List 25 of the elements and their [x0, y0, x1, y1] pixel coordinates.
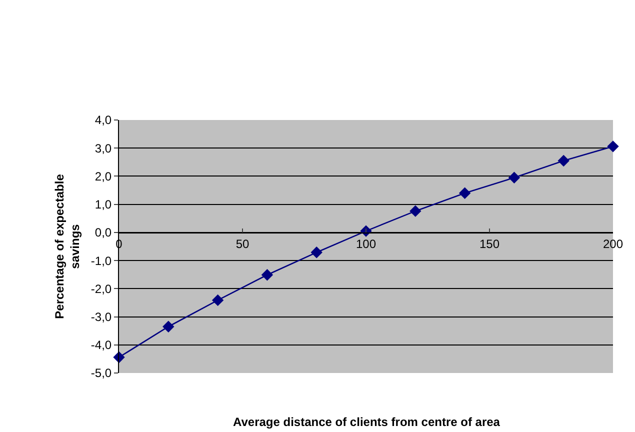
point [410, 205, 422, 217]
x-tick-label: 50 [236, 236, 250, 251]
x-axis-title: Average distance of clients from centre of area [233, 415, 500, 429]
point [458, 187, 471, 199]
y-tick-label: -2,0 [90, 282, 112, 296]
point [508, 172, 520, 184]
y-tick-label: 0,0 [94, 226, 112, 240]
y-axis-title: Percentage of expectable savings [52, 174, 82, 319]
y-tick-label: -3,0 [90, 310, 112, 324]
x-tick-label: 100 [356, 236, 376, 251]
y-tick-label: -1,0 [90, 254, 112, 268]
x-tick-label: 150 [479, 236, 500, 251]
y-tick-label: 3,0 [94, 141, 112, 156]
point [607, 140, 619, 152]
point [558, 154, 570, 167]
y-tick-label: -4,0 [90, 338, 112, 352]
y-tick-label: 2,0 [94, 169, 112, 184]
point [212, 294, 224, 306]
point [162, 320, 174, 332]
point [310, 246, 322, 258]
x-tick-label: 200 [602, 236, 624, 251]
y-tick-label: -5,0 [90, 366, 112, 380]
point [261, 269, 274, 281]
y-tick-label: 4,0 [94, 113, 112, 128]
y-tick-label: 1,0 [94, 198, 112, 212]
